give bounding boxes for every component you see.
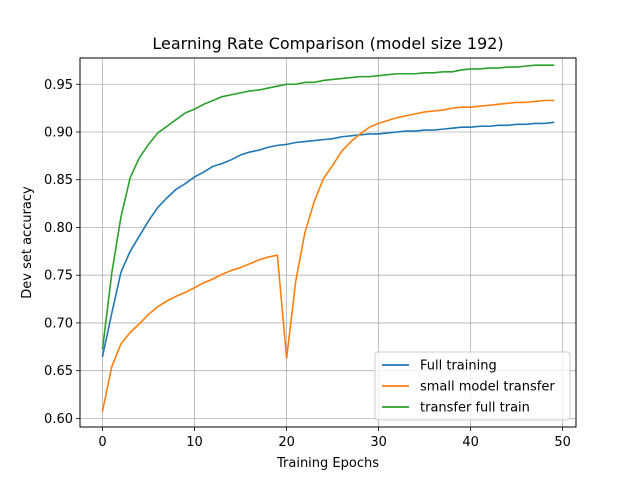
series-line-2 [101,99,555,412]
x-tick-label: 0 [98,435,106,450]
x-tick-label: 30 [370,435,387,450]
legend-label-1: Full training [420,359,497,374]
x-tick-label: 20 [278,435,295,450]
x-tick-label: 40 [462,435,479,450]
x-axis: 0 10 20 30 40 50 [98,427,571,450]
legend-box [374,351,571,421]
legend: Full training small model transfer transfe… [374,351,571,421]
y-tick-label: 0.75 [44,269,73,284]
x-axis-label: Training Epochs [276,456,379,471]
grid-lines [80,58,576,427]
series-line-1 [101,121,555,358]
y-axis-label: Dev set accuracy [20,186,35,299]
y-tick-label: 0.95 [44,78,73,93]
plot-frame [79,57,577,428]
y-tick-label: 0.85 [44,173,73,188]
series-lines [101,64,555,412]
x-tick-label: 10 [186,435,203,450]
series-line-3 [101,64,555,350]
y-axis: 0.60 0.65 0.70 0.75 0.80 0.85 0.90 0.95 [44,78,80,427]
legend-label-2: small model transfer [420,380,555,395]
y-tick-label: 0.65 [44,364,73,379]
legend-label-3: transfer full train [420,401,530,416]
chart-title: Learning Rate Comparison (model size 192… [152,34,503,53]
x-tick-label: 50 [554,435,571,450]
y-tick-label: 0.80 [44,221,73,236]
y-tick-label: 0.70 [44,316,73,331]
y-tick-label: 0.60 [44,412,73,427]
y-tick-label: 0.90 [44,125,73,140]
